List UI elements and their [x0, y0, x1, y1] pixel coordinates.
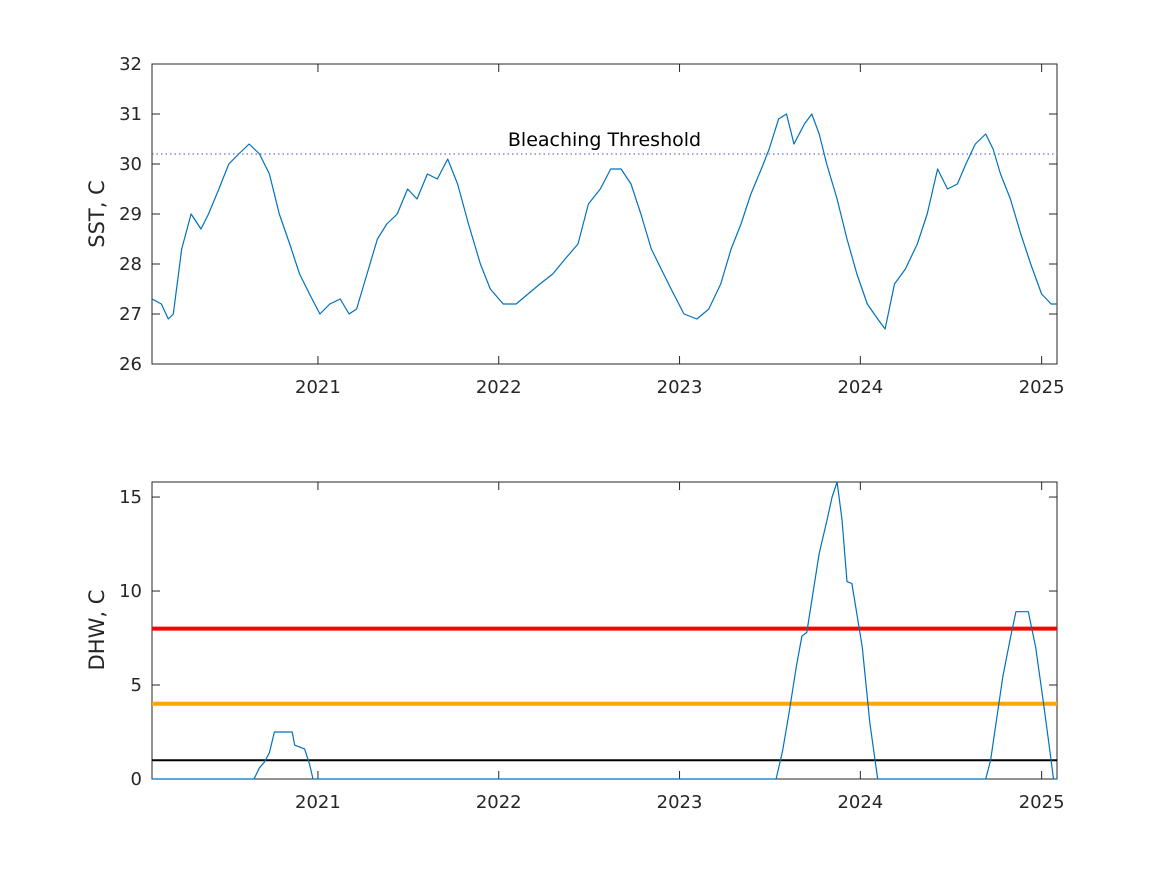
dhw-series-line	[152, 481, 1057, 780]
sst-y-tick-label: 26	[119, 354, 142, 375]
sst-y-tick-label: 27	[119, 304, 142, 325]
bleaching-threshold-label: Bleaching Threshold	[508, 129, 701, 151]
dhw-y-tick-label: 0	[131, 769, 142, 790]
sst-tick-labels: 26 27 28 29 30 31 32 2021 2022 2023 2024 2025 Bleach…	[119, 54, 1064, 398]
sst-x-tick-label: 2025	[1019, 377, 1065, 398]
dhw-panel: 0 5 10 15 2021 2022 2023 2024 2025 DHW, C	[85, 481, 1065, 813]
dhw-reference-lines	[152, 626, 1057, 762]
sst-x-tick-label: 2023	[657, 377, 703, 398]
sst-y-tick-label: 31	[119, 104, 142, 125]
sst-y-tick-label: 32	[119, 54, 142, 75]
sst-ticks	[152, 63, 1057, 365]
sst-y-axis-label: SST, C	[85, 180, 109, 248]
dhw-x-tick-label: 2024	[837, 792, 883, 813]
sst-y-tick-label: 28	[119, 254, 142, 275]
dhw-x-tick-label: 2023	[657, 792, 703, 813]
sst-series-line	[151, 113, 1057, 330]
dhw-y-tick-label: 15	[119, 487, 142, 508]
sst-panel: 26 27 28 29 30 31 32 2021 2022 2023 2024 2025 Bleach…	[85, 54, 1065, 398]
sst-series	[151, 113, 1058, 330]
sst-x-tick-label: 2021	[295, 377, 341, 398]
sst-x-tick-label: 2024	[837, 377, 883, 398]
dhw-x-tick-label: 2025	[1019, 792, 1065, 813]
dhw-tick-labels: 0 5 10 15 2021 2022 2023 2024 2025	[119, 487, 1064, 813]
dhw-series	[151, 481, 1058, 780]
dhw-y-tick-label: 5	[131, 675, 142, 696]
sst-x-tick-label: 2022	[476, 377, 522, 398]
dhw-y-tick-label: 10	[119, 581, 142, 602]
dhw-y-axis-label: DHW, C	[85, 590, 109, 671]
sst-y-tick-label: 30	[119, 154, 142, 175]
sst-y-tick-label: 29	[119, 204, 142, 225]
dhw-x-tick-label: 2022	[476, 792, 522, 813]
dhw-x-tick-label: 2021	[295, 792, 341, 813]
dhw-ticks	[152, 482, 1057, 780]
sst-axes-box	[151, 63, 1058, 365]
